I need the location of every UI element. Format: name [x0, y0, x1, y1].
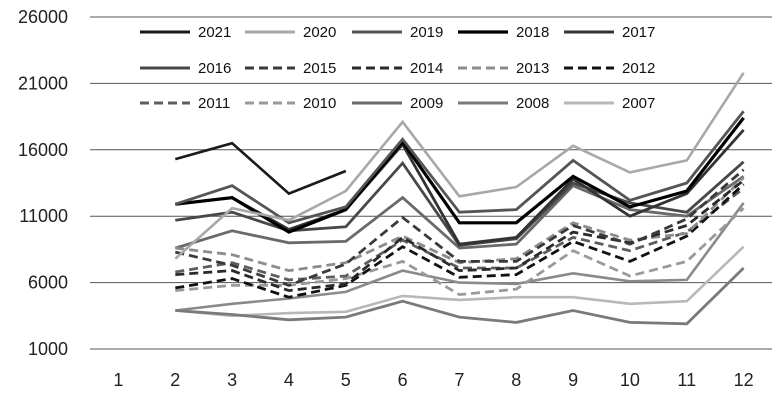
legend-label: 2012 [622, 60, 655, 77]
y-tick-label: 11000 [19, 206, 68, 226]
x-tick-label: 10 [620, 370, 640, 390]
legend-label: 2011 [198, 95, 230, 112]
legend-label: 2016 [198, 60, 231, 77]
x-tick-label: 4 [284, 370, 294, 390]
legend-label: 2009 [410, 95, 443, 112]
x-tick-label: 2 [170, 370, 180, 390]
x-tick-label: 12 [734, 370, 754, 390]
legend: 2021 2020 2019 2018 2017 2016 2015 2014 2013 2012… [140, 24, 655, 112]
series-lines [174, 72, 745, 326]
x-tick-label: 5 [341, 370, 351, 390]
series-line-2014 [175, 179, 745, 293]
y-tick-label: 26000 [18, 7, 68, 27]
series-line-2008 [175, 267, 745, 326]
legend-label: 2008 [516, 95, 549, 112]
series-line-2015 [174, 168, 745, 287]
y-tick-label: 1000 [28, 339, 68, 359]
series-line-2018 [175, 116, 745, 234]
x-tick-label: 8 [511, 370, 521, 390]
x-tick-label: 6 [398, 370, 408, 390]
series-line-2011 [175, 187, 745, 282]
y-tick-label: 21000 [18, 73, 68, 93]
legend-label: 2017 [622, 24, 655, 41]
x-tick-label: 1 [113, 370, 123, 390]
legend-label: 2019 [410, 24, 443, 41]
x-tick-label: 11 [677, 370, 696, 390]
x-tick-label: 3 [227, 370, 237, 390]
series-line-2017 [175, 128, 745, 246]
series-line-unlabeled [175, 202, 745, 312]
legend-label: 2015 [303, 60, 336, 77]
legend-label: 2007 [622, 95, 655, 112]
legend-label: 2014 [410, 60, 443, 77]
series-line-2021 [174, 141, 347, 196]
series-line-2020 [174, 72, 745, 260]
y-tick-label: 6000 [28, 273, 68, 293]
series-line-2012 [175, 183, 745, 299]
x-axis: 1 2 3 4 5 6 7 8 9 10 11 12 [113, 370, 753, 390]
x-tick-label: 7 [454, 370, 464, 390]
legend-label: 2021 [198, 24, 231, 41]
legend-label: 2020 [303, 24, 336, 41]
series-line-2009 [174, 175, 745, 250]
series-line-2007 [175, 245, 745, 318]
series-line-2019 [174, 110, 745, 225]
y-axis: 1000 6000 11000 16000 21000 26000 [18, 7, 68, 359]
legend-label: 2013 [516, 60, 549, 77]
legend-label: 2018 [516, 24, 549, 41]
x-tick-label: 9 [568, 370, 578, 390]
y-tick-label: 16000 [18, 140, 68, 160]
legend-label: 2010 [303, 95, 336, 112]
series-line-2010 [175, 207, 745, 297]
